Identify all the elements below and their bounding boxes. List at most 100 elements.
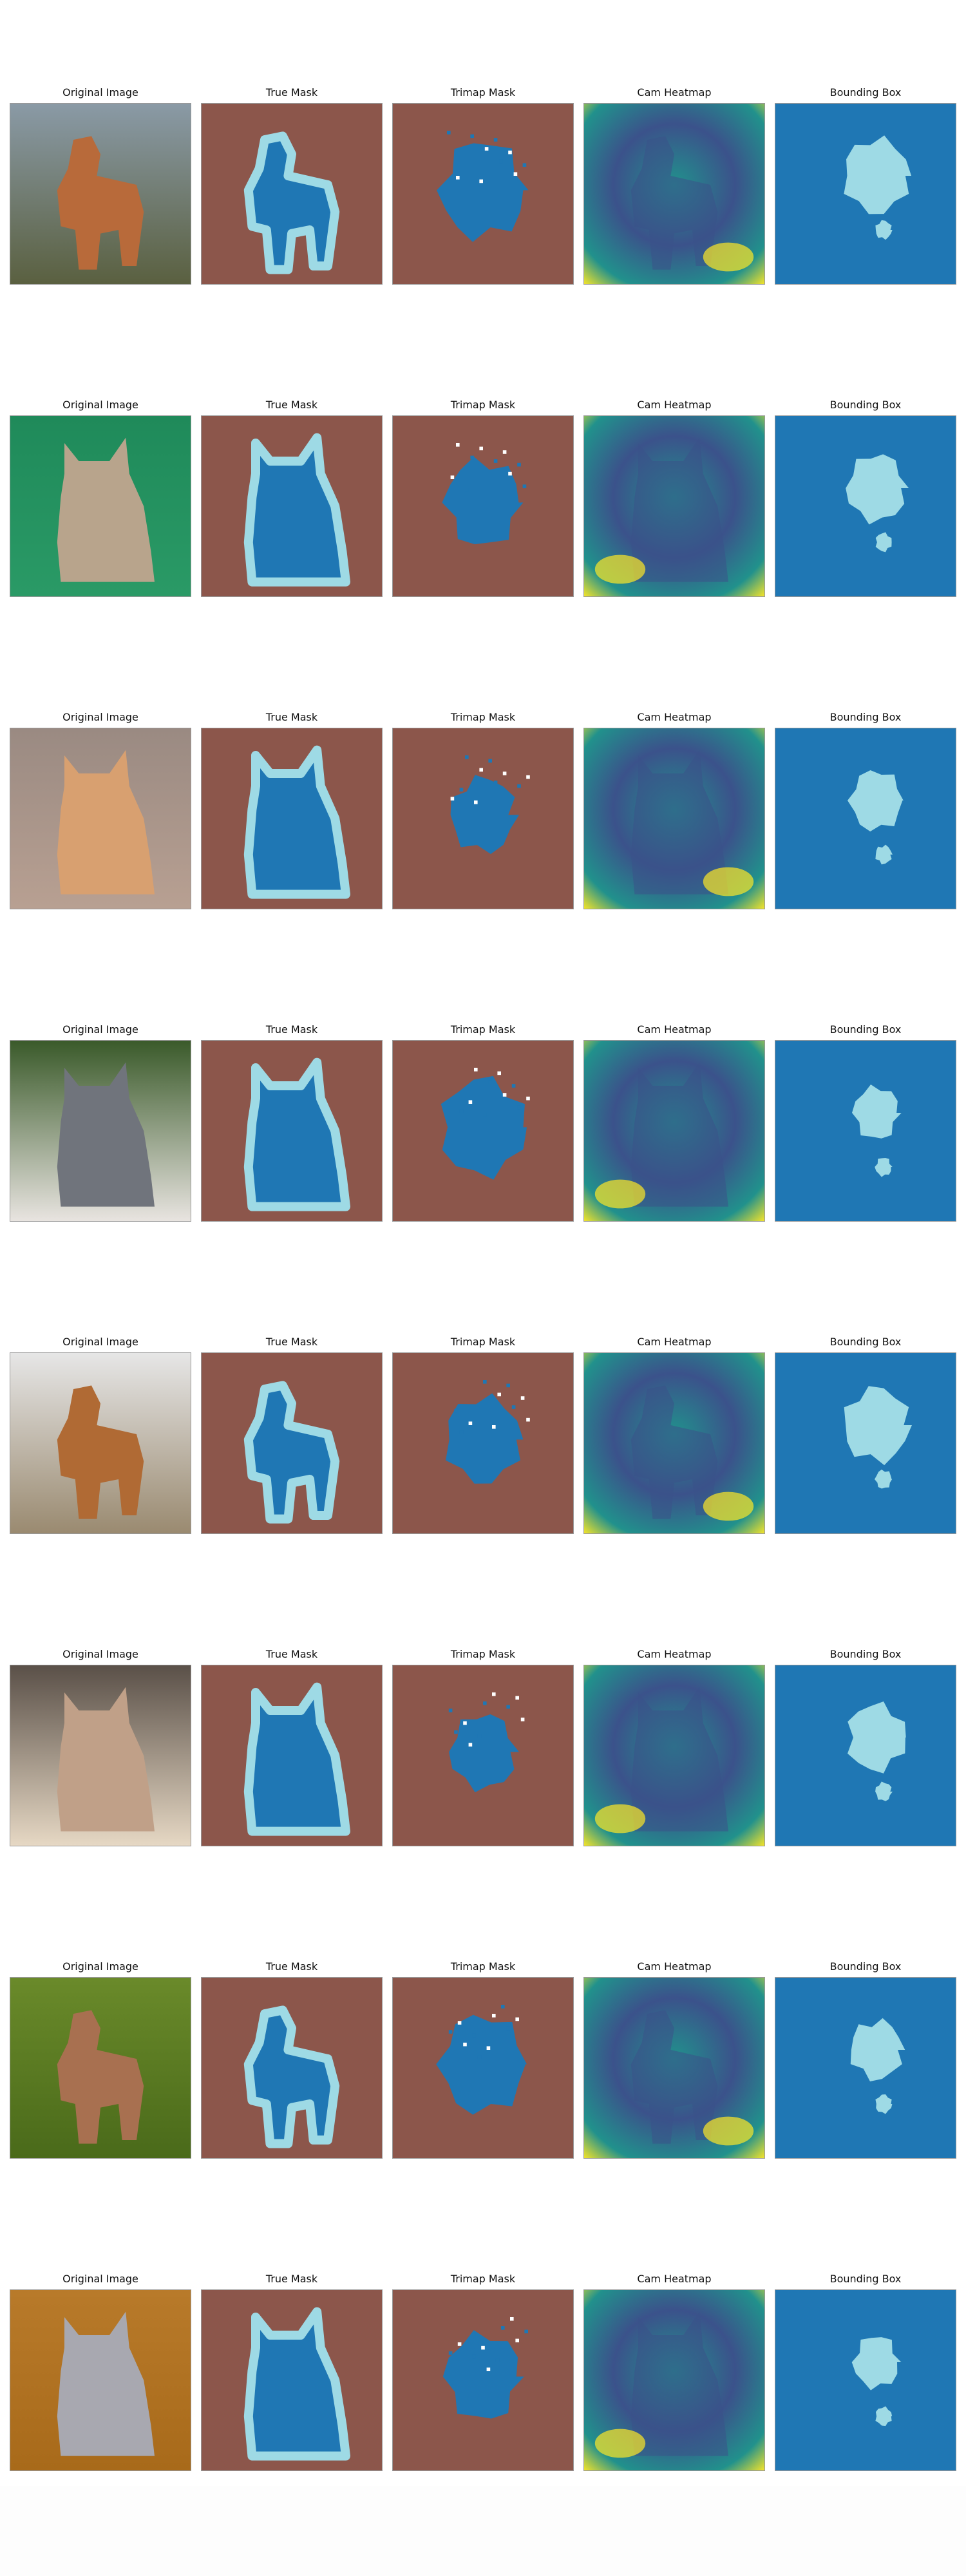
panel-title: True Mask	[265, 711, 318, 723]
trimap-speckle	[463, 2042, 467, 2047]
trimap-speckle	[472, 2354, 476, 2359]
panel-title: Cam Heatmap	[637, 711, 712, 723]
panel-graphic	[393, 728, 573, 909]
panel-graphic	[10, 416, 191, 596]
panel-title: Bounding Box	[829, 1960, 902, 1973]
panel-graphic	[202, 104, 382, 284]
trimap-speckle	[511, 1084, 516, 1088]
heatmap-subject-region	[630, 1687, 728, 1832]
panel-image	[775, 1352, 956, 1534]
panel-image	[10, 103, 191, 285]
trimap-speckle	[499, 159, 503, 164]
panel-image	[201, 1665, 383, 1846]
trimap-speckle	[520, 1396, 525, 1400]
panel-graphic	[10, 2290, 191, 2470]
panel-image	[775, 728, 956, 909]
box-foreground-fragment	[875, 1781, 893, 1801]
trimap-speckle	[520, 1718, 525, 1721]
panel-image	[201, 103, 383, 285]
panel-title: Bounding Box	[829, 1648, 902, 1660]
panel-title: Bounding Box	[829, 1023, 902, 1036]
heatmap-subject-region	[630, 2311, 728, 2456]
panel-graphic	[775, 1353, 956, 1533]
trimap-speckle	[506, 1383, 510, 1388]
panel-title: Cam Heatmap	[637, 1960, 712, 1973]
heatmap-hotspot	[594, 554, 646, 584]
panel-graphic	[393, 104, 573, 284]
trimap-speckle	[465, 755, 469, 759]
mask-foreground	[243, 2307, 350, 2461]
panel-graphic	[10, 1353, 191, 1533]
trimap-speckle	[470, 455, 474, 460]
box-foreground	[844, 135, 912, 214]
panel-title: Cam Heatmap	[637, 1648, 712, 1660]
panel-image	[392, 728, 574, 909]
panel-graphic	[202, 2290, 382, 2470]
mask-foreground	[243, 131, 340, 274]
panel-title: Original Image	[62, 711, 138, 723]
panel-title: Original Image	[62, 1960, 138, 1973]
trimap-speckle	[456, 176, 460, 180]
panel-graphic	[584, 2290, 764, 2470]
figure-row: Original Image True Mask Trimap Mask Cam He…	[0, 1648, 966, 1846]
panel-image	[775, 415, 956, 597]
panel-title: True Mask	[265, 1648, 318, 1660]
trimap-speckle	[479, 179, 483, 184]
panel-graphic	[202, 1978, 382, 2158]
panel-title: Original Image	[62, 1648, 138, 1660]
photo-subject	[57, 1062, 155, 1207]
trimap-speckle	[501, 2005, 505, 2009]
panel-graphic	[393, 1353, 573, 1533]
panel-graphic	[775, 104, 956, 284]
box-foreground-fragment	[875, 532, 892, 553]
trimap-speckle	[497, 1392, 501, 1397]
panel-graphic	[10, 1041, 191, 1221]
panel-graphic	[393, 416, 573, 596]
trimap-speckle	[488, 759, 492, 763]
trimap-speckle	[497, 1071, 501, 1075]
box-foreground	[848, 1701, 906, 1774]
panel-image	[583, 2289, 765, 2471]
photo-subject	[57, 1385, 144, 1519]
panel-image	[201, 2289, 383, 2471]
trimap-speckle	[468, 1421, 473, 1425]
trimap-speckle	[454, 1730, 458, 1734]
panel-graphic	[202, 1665, 382, 1846]
trimap-speckle	[522, 163, 527, 167]
photo-subject	[57, 437, 155, 582]
panel-image	[392, 2289, 574, 2471]
panel-graphic	[10, 728, 191, 909]
panel-title: Cam Heatmap	[637, 1336, 712, 1348]
mask-foreground	[243, 2005, 340, 2148]
trimap-speckle	[524, 2329, 528, 2334]
trimap-speckle	[493, 781, 498, 784]
heatmap-subject-region	[630, 2010, 718, 2144]
panel-graphic	[393, 1978, 573, 2158]
trimap-foreground	[449, 1714, 519, 1793]
panel-image	[775, 1977, 956, 2159]
panel-title: Cam Heatmap	[637, 86, 712, 99]
mask-foreground	[243, 1381, 340, 1524]
panel-title: Trimap Mask	[450, 711, 516, 723]
photo-subject	[57, 2010, 144, 2144]
trimap-speckle	[459, 1109, 464, 1113]
trimap-speckle	[457, 2342, 462, 2346]
panel-title: Trimap Mask	[450, 1960, 516, 1973]
mask-foreground	[243, 1057, 350, 1211]
figure-row: Original Image True Mask Trimap Mask Cam He…	[0, 1023, 966, 1222]
trimap-speckle	[463, 1721, 467, 1725]
mask-foreground	[243, 745, 350, 899]
trimap-speckle	[483, 1701, 487, 1705]
panel-graphic	[775, 416, 956, 596]
panel-title: Trimap Mask	[450, 2273, 516, 2285]
panel-title: Cam Heatmap	[637, 2273, 712, 2285]
trimap-speckle	[474, 800, 478, 804]
panel-image	[583, 415, 765, 597]
panel-image	[775, 1040, 956, 1222]
heatmap-subject-region	[630, 437, 728, 582]
panel-graphic	[775, 2290, 956, 2470]
panel-title: True Mask	[265, 1336, 318, 1348]
trimap-speckle	[486, 2367, 491, 2371]
panel-graphic	[584, 728, 764, 909]
panel-image	[10, 1977, 191, 2159]
